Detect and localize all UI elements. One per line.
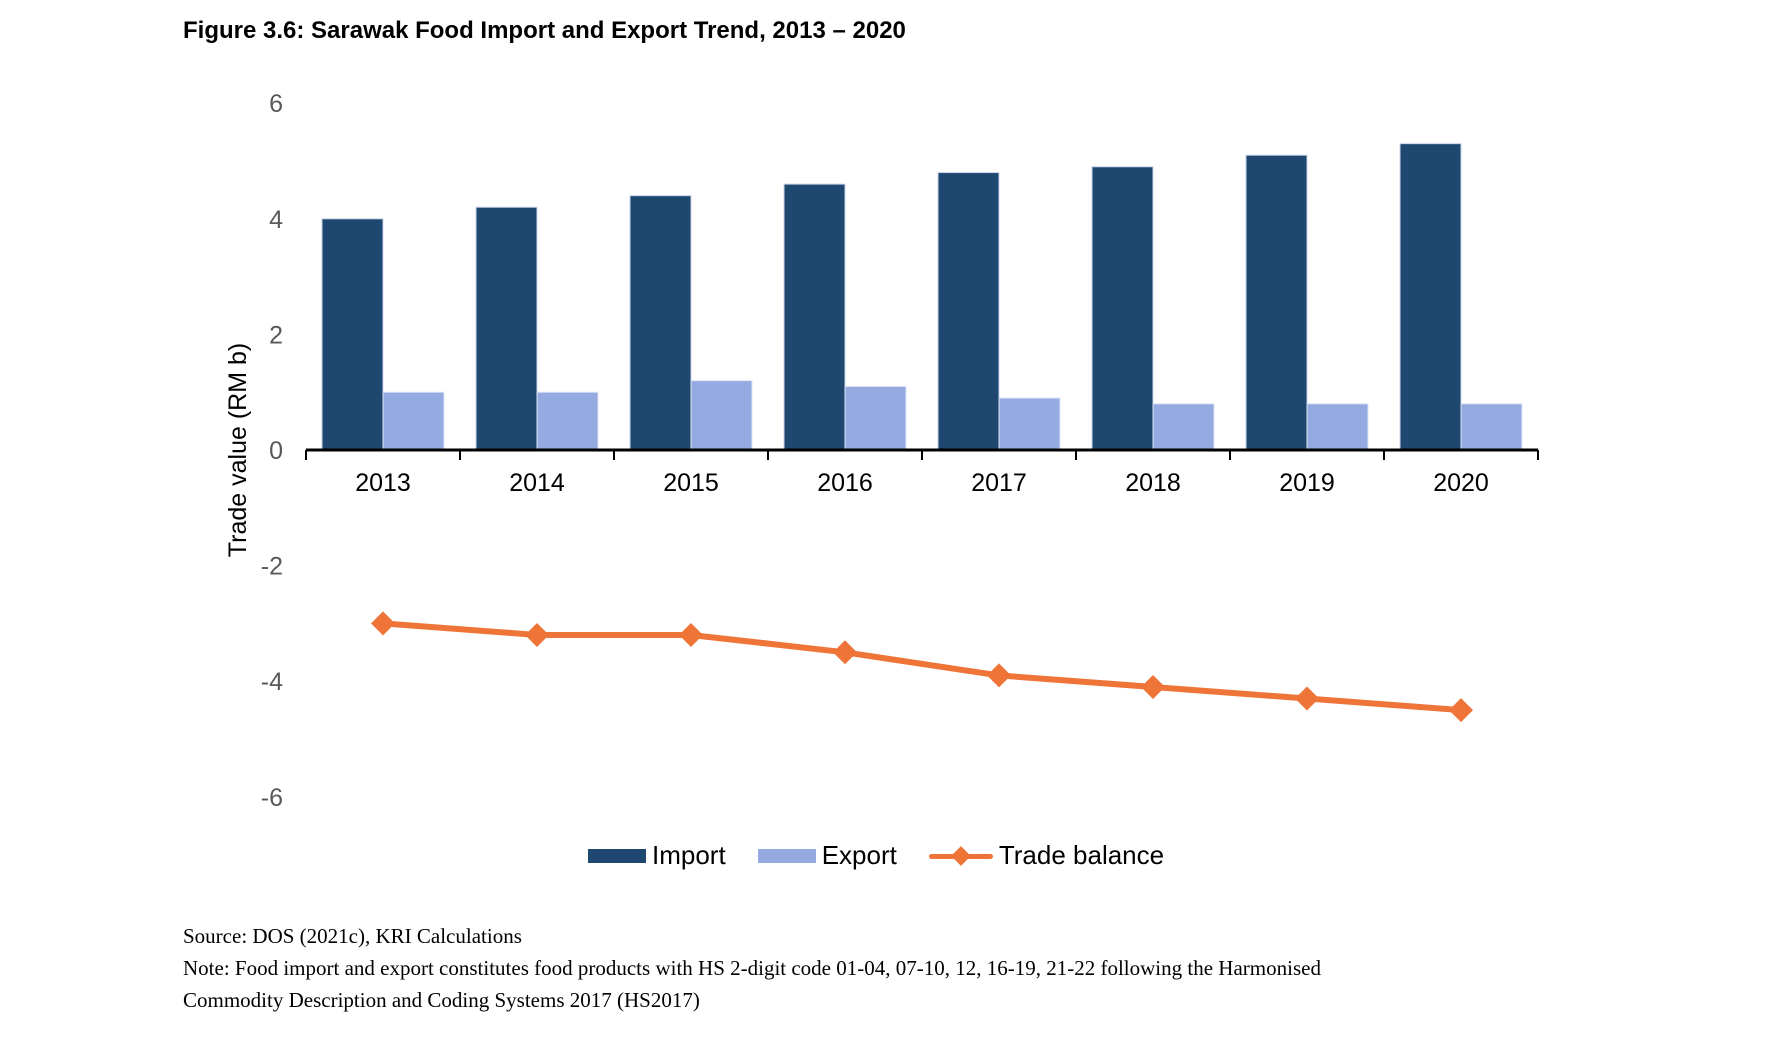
source-text: Source: DOS (2021c), KRI Calculations xyxy=(183,924,522,948)
bar-import xyxy=(1399,143,1462,451)
legend-item-trade-balance: Trade balance xyxy=(928,840,1165,871)
x-tick-label: 2016 xyxy=(817,469,873,497)
y-tick-label: 4 xyxy=(269,206,283,234)
legend-swatch-import xyxy=(588,848,646,863)
trade-balance-line xyxy=(382,620,1462,714)
legend-swatch-trade-balance xyxy=(928,845,993,866)
y-tick-label: 2 xyxy=(269,321,283,349)
bar-export xyxy=(844,385,907,451)
trade-balance-marker xyxy=(1295,686,1319,711)
bar-import xyxy=(475,206,538,451)
legend-swatch-export xyxy=(757,848,816,863)
y-tick-label: -2 xyxy=(261,553,283,581)
bar-import xyxy=(1245,154,1308,451)
trade-balance-marker xyxy=(371,611,395,636)
legend-item-export: Export xyxy=(757,840,897,871)
bar-export xyxy=(536,391,599,451)
y-axis-ticks: 6 4 2 0 -2 -4 -6 xyxy=(261,90,283,812)
legend-label-import: Import xyxy=(652,840,726,870)
x-tick-label: 2015 xyxy=(663,469,719,497)
y-tick-label: -6 xyxy=(261,784,283,812)
trade-balance-marker xyxy=(1141,674,1165,699)
x-tick-label: 2013 xyxy=(355,469,411,497)
legend-diamond-icon xyxy=(950,845,971,866)
trade-balance-marker xyxy=(987,663,1011,688)
y-axis-title: Trade value (RM b) xyxy=(224,343,252,557)
y-tick-label: 6 xyxy=(269,90,283,118)
x-tick-label: 2014 xyxy=(509,469,565,497)
x-axis: 2013 2014 2015 2016 2017 2018 2019 2020 xyxy=(305,448,1539,497)
notes-block: Source: DOS (2021c), KRI Calculations No… xyxy=(183,920,1743,1016)
chart-title: Figure 3.6: Sarawak Food Import and Expo… xyxy=(183,17,906,44)
bar-export xyxy=(1152,403,1215,451)
y-tick-label: 0 xyxy=(269,437,283,465)
x-tick-label: 2018 xyxy=(1125,469,1181,497)
bars-group xyxy=(321,143,1523,451)
legend: Import Export Trade balance xyxy=(588,840,1196,871)
x-tick-label: 2017 xyxy=(971,469,1027,497)
legend-label-trade-balance: Trade balance xyxy=(998,840,1165,870)
bar-export xyxy=(690,380,753,451)
trade-balance-marker xyxy=(525,622,549,647)
bar-import xyxy=(937,172,1000,451)
bar-export xyxy=(1460,403,1523,451)
bar-import xyxy=(321,218,384,451)
x-tick-label: 2020 xyxy=(1433,469,1489,497)
bar-import xyxy=(783,183,846,451)
bar-import xyxy=(629,195,692,451)
note-text-line-2: Commodity Description and Coding Systems… xyxy=(183,988,700,1012)
trade-balance-series xyxy=(371,611,1473,723)
bar-import xyxy=(1091,166,1154,451)
trade-balance-marker xyxy=(679,622,703,647)
note-text-line-1: Note: Food import and export constitutes… xyxy=(183,956,1321,980)
legend-item-import: Import xyxy=(588,840,726,871)
trade-balance-marker xyxy=(1449,698,1473,723)
bar-export xyxy=(1306,403,1369,451)
bar-export xyxy=(998,397,1061,451)
legend-label-export: Export xyxy=(821,840,897,870)
y-tick-label: -4 xyxy=(261,668,283,696)
trade-balance-marker xyxy=(833,640,857,665)
x-tick-label: 2019 xyxy=(1279,469,1335,497)
bar-export xyxy=(382,391,445,451)
